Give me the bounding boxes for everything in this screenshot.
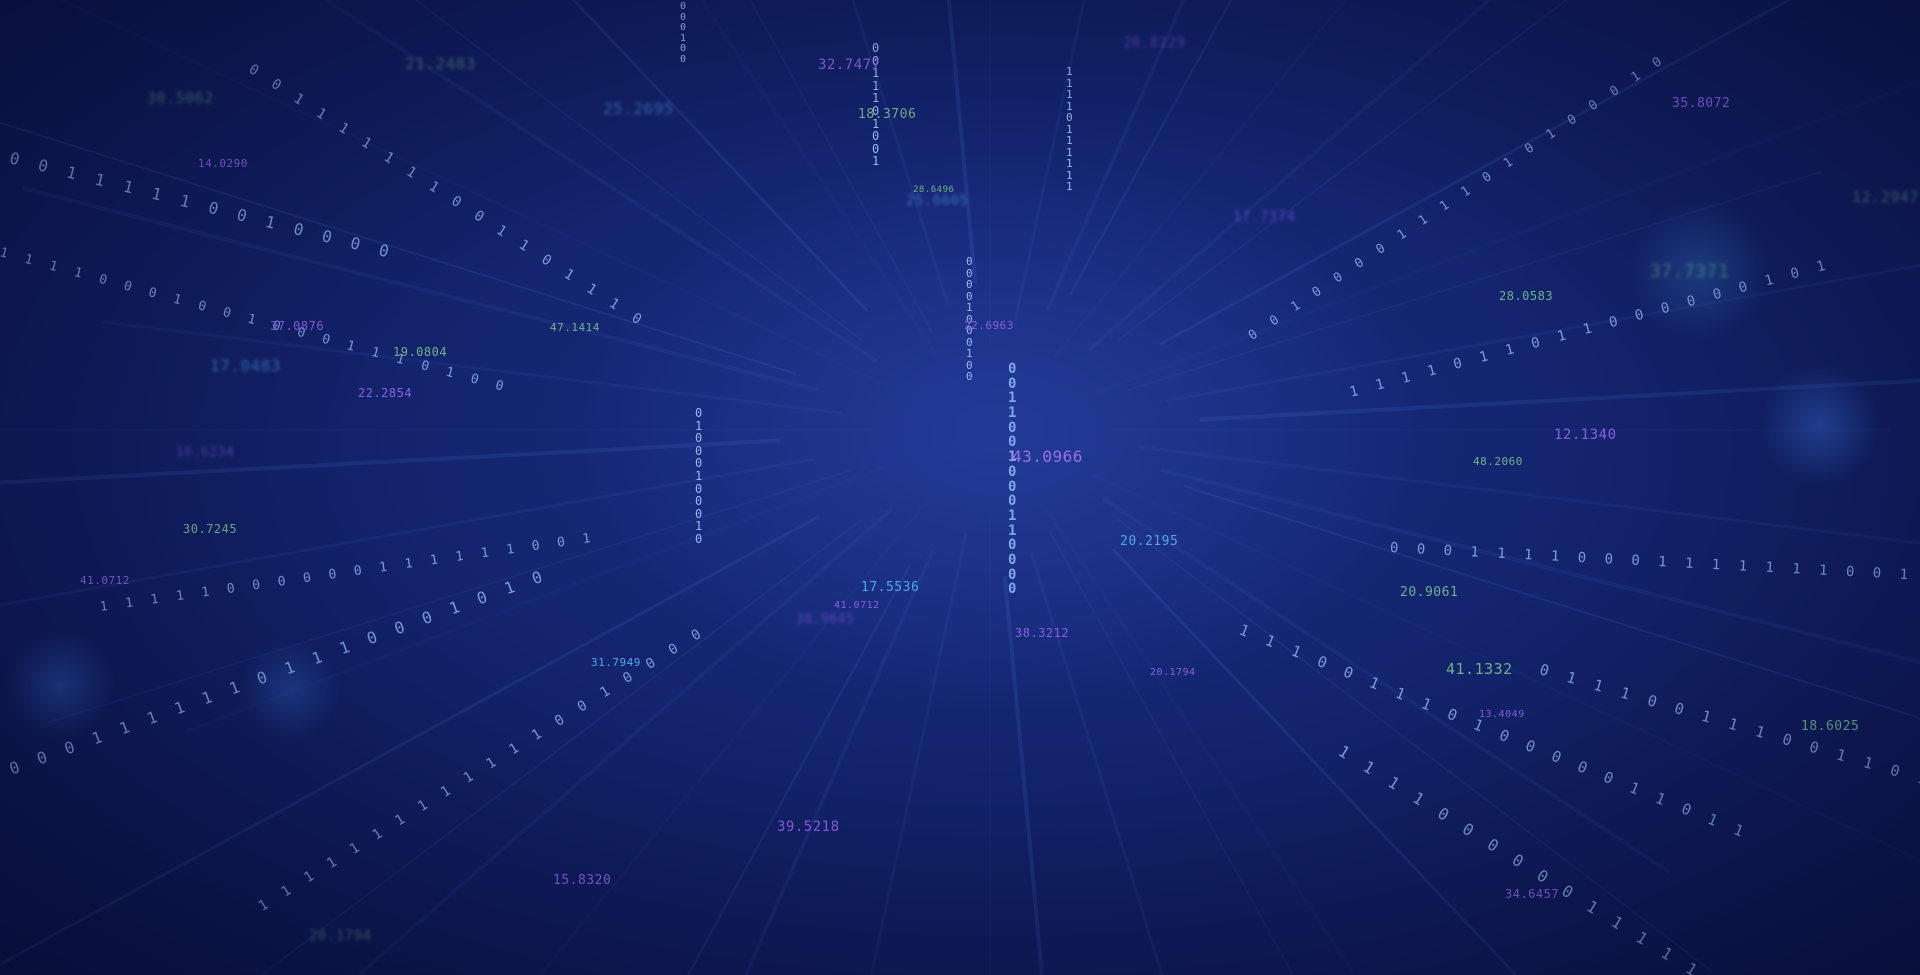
floating-number: 28.6496 <box>913 185 955 195</box>
floating-number: 38.9645 <box>796 612 855 627</box>
floating-number: 22.6963 <box>964 319 1014 332</box>
light-ray <box>1111 548 1518 975</box>
light-ray <box>57 0 889 388</box>
floating-number: 25.2695 <box>603 99 674 118</box>
floating-number: 35.8072 <box>1672 96 1731 111</box>
light-ray <box>1091 472 1920 863</box>
floating-number: 38.3212 <box>1015 626 1070 640</box>
light-ray <box>1096 79 1920 395</box>
light-ray <box>1164 263 1920 403</box>
light-ray <box>1069 0 1233 295</box>
light-ray <box>0 514 821 967</box>
binary-column: 1 1 1 1 0 1 1 1 1 1 1 <box>1066 65 1073 194</box>
floating-number: 20.9061 <box>1400 585 1459 600</box>
binary-column: 0 0 1 1 0 0 1 0 0 0 1 1 0 0 0 0 <box>1008 361 1017 598</box>
floating-number: 20.1794 <box>309 928 372 944</box>
light-ray <box>47 469 852 724</box>
floating-number: 18.6025 <box>1801 719 1860 734</box>
floating-number: 30.7245 <box>183 522 238 536</box>
light-ray <box>184 465 884 734</box>
floating-number: 28.0583 <box>1499 289 1554 303</box>
floating-number: 37.0876 <box>270 319 325 333</box>
floating-number: 20.2195 <box>1120 534 1179 549</box>
floating-number: 20.8229 <box>1123 35 1186 51</box>
floating-number: 20.1794 <box>1150 667 1196 678</box>
floating-number: 17.5536 <box>861 580 920 595</box>
floating-number: 12.2947 <box>1852 188 1919 206</box>
light-ray <box>21 186 820 393</box>
light-ray <box>869 533 968 975</box>
floating-number: 14.0290 <box>198 157 248 170</box>
binary-column: 0 0 1 1 1 0 1 0 0 1 <box>872 41 880 169</box>
floating-number: 22.2854 <box>358 386 413 400</box>
light-ray <box>0 457 816 607</box>
light-ray <box>1029 552 1164 975</box>
light-ray <box>1102 497 1671 874</box>
light-ray <box>413 0 864 342</box>
light-ray <box>1183 485 1920 719</box>
light-ray <box>1137 445 1920 545</box>
floating-number: 18.3706 <box>858 107 917 122</box>
light-ray <box>571 0 869 312</box>
light-ray <box>0 438 781 485</box>
floating-number: 41.0712 <box>80 574 130 587</box>
light-ray <box>322 0 878 363</box>
light-ray <box>1086 0 1493 353</box>
light-ray <box>1199 378 1920 422</box>
light-ray <box>538 500 929 975</box>
light-ray <box>743 548 935 975</box>
floating-number: 37.7371 <box>1650 261 1730 282</box>
floating-number: 21.2483 <box>405 54 476 73</box>
light-ray <box>1159 0 1792 346</box>
light-ray <box>1002 576 1044 975</box>
floating-number: 17.0483 <box>210 356 281 375</box>
light-ray <box>1045 0 1186 312</box>
floating-number: 15.8320 <box>553 873 612 888</box>
binary-column: 0 0 0 1 0 0 <box>680 1 687 65</box>
floating-number: 12.1340 <box>1554 427 1617 443</box>
light-ray <box>687 565 911 975</box>
light-ray <box>851 0 951 308</box>
light-ray <box>1116 518 1712 972</box>
light-ray <box>101 320 843 415</box>
binary-column: 0 0 0 0 1 0 0 0 1 0 0 <box>966 255 973 384</box>
light-ray <box>355 507 894 975</box>
floating-number: 13.4049 <box>1479 709 1525 720</box>
floating-number: 31.7949 <box>591 656 641 669</box>
light-ray <box>259 518 864 975</box>
light-ray <box>946 0 978 284</box>
light-ray <box>1046 526 1294 975</box>
floating-number: 39.5218 <box>777 819 840 835</box>
light-ray <box>1041 504 1358 975</box>
floating-number: 25.6605 <box>906 193 969 209</box>
light-ray <box>699 0 939 356</box>
light-ray <box>1128 170 1822 391</box>
floating-number: 41.0712 <box>834 600 880 611</box>
floating-number: 41.1332 <box>1446 660 1513 678</box>
light-ray <box>749 0 934 334</box>
floating-number: 16.6234 <box>176 445 235 460</box>
light-ray <box>0 121 797 375</box>
light-ray <box>1012 0 1086 327</box>
floating-number: 43.0966 <box>1012 447 1083 466</box>
floating-number: 34.6457 <box>1505 887 1560 901</box>
floating-number: 47.1414 <box>550 321 600 334</box>
light-ray <box>1051 0 1348 360</box>
floating-number: 30.5062 <box>147 89 214 107</box>
floating-number: 19.0804 <box>393 345 448 359</box>
floating-number: 48.2060 <box>1473 455 1523 468</box>
floating-number: 17.7374 <box>1233 209 1296 225</box>
floating-number: 32.7477 <box>818 57 881 73</box>
light-ray <box>1116 0 1568 342</box>
binary-column: 0 1 0 0 0 1 0 0 0 1 0 <box>695 406 703 546</box>
